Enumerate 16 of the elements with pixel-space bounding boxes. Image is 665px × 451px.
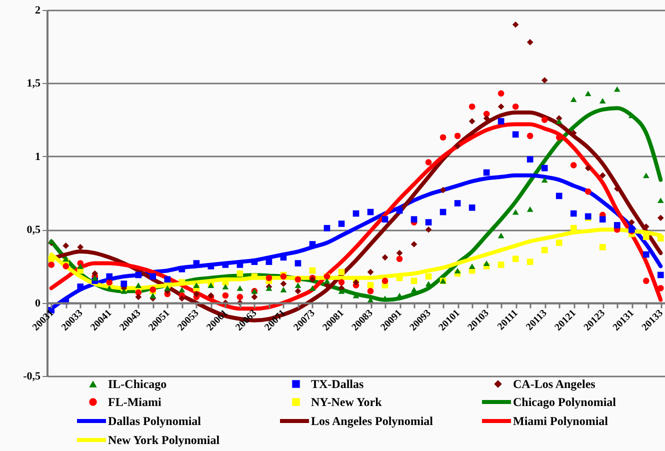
legend-label: Miami Polynomial	[513, 414, 609, 428]
y-tick-label: 2	[35, 4, 41, 16]
y-tick-label: 0	[35, 297, 41, 310]
y-tick-label: 1	[35, 150, 40, 163]
legend-label: Los Angeles Polynomial	[311, 414, 434, 428]
legend-label: TX-Dallas	[311, 377, 364, 391]
y-tick-label: -0,5	[23, 370, 41, 382]
legend-label: CA-Los Angeles	[513, 377, 596, 391]
legend-label: FL-Miami	[108, 395, 162, 409]
y-tick-label: 0,5	[26, 224, 41, 236]
legend-label: New York Polynomial	[108, 433, 220, 447]
legend-label: IL-Chicago	[108, 377, 167, 391]
legend-label: Chicago Polynomial	[513, 395, 617, 409]
y-tick-label: 1,5	[26, 78, 41, 90]
legend-label: Dallas Polynomial	[108, 414, 202, 428]
legend-label: NY-New York	[311, 395, 382, 409]
